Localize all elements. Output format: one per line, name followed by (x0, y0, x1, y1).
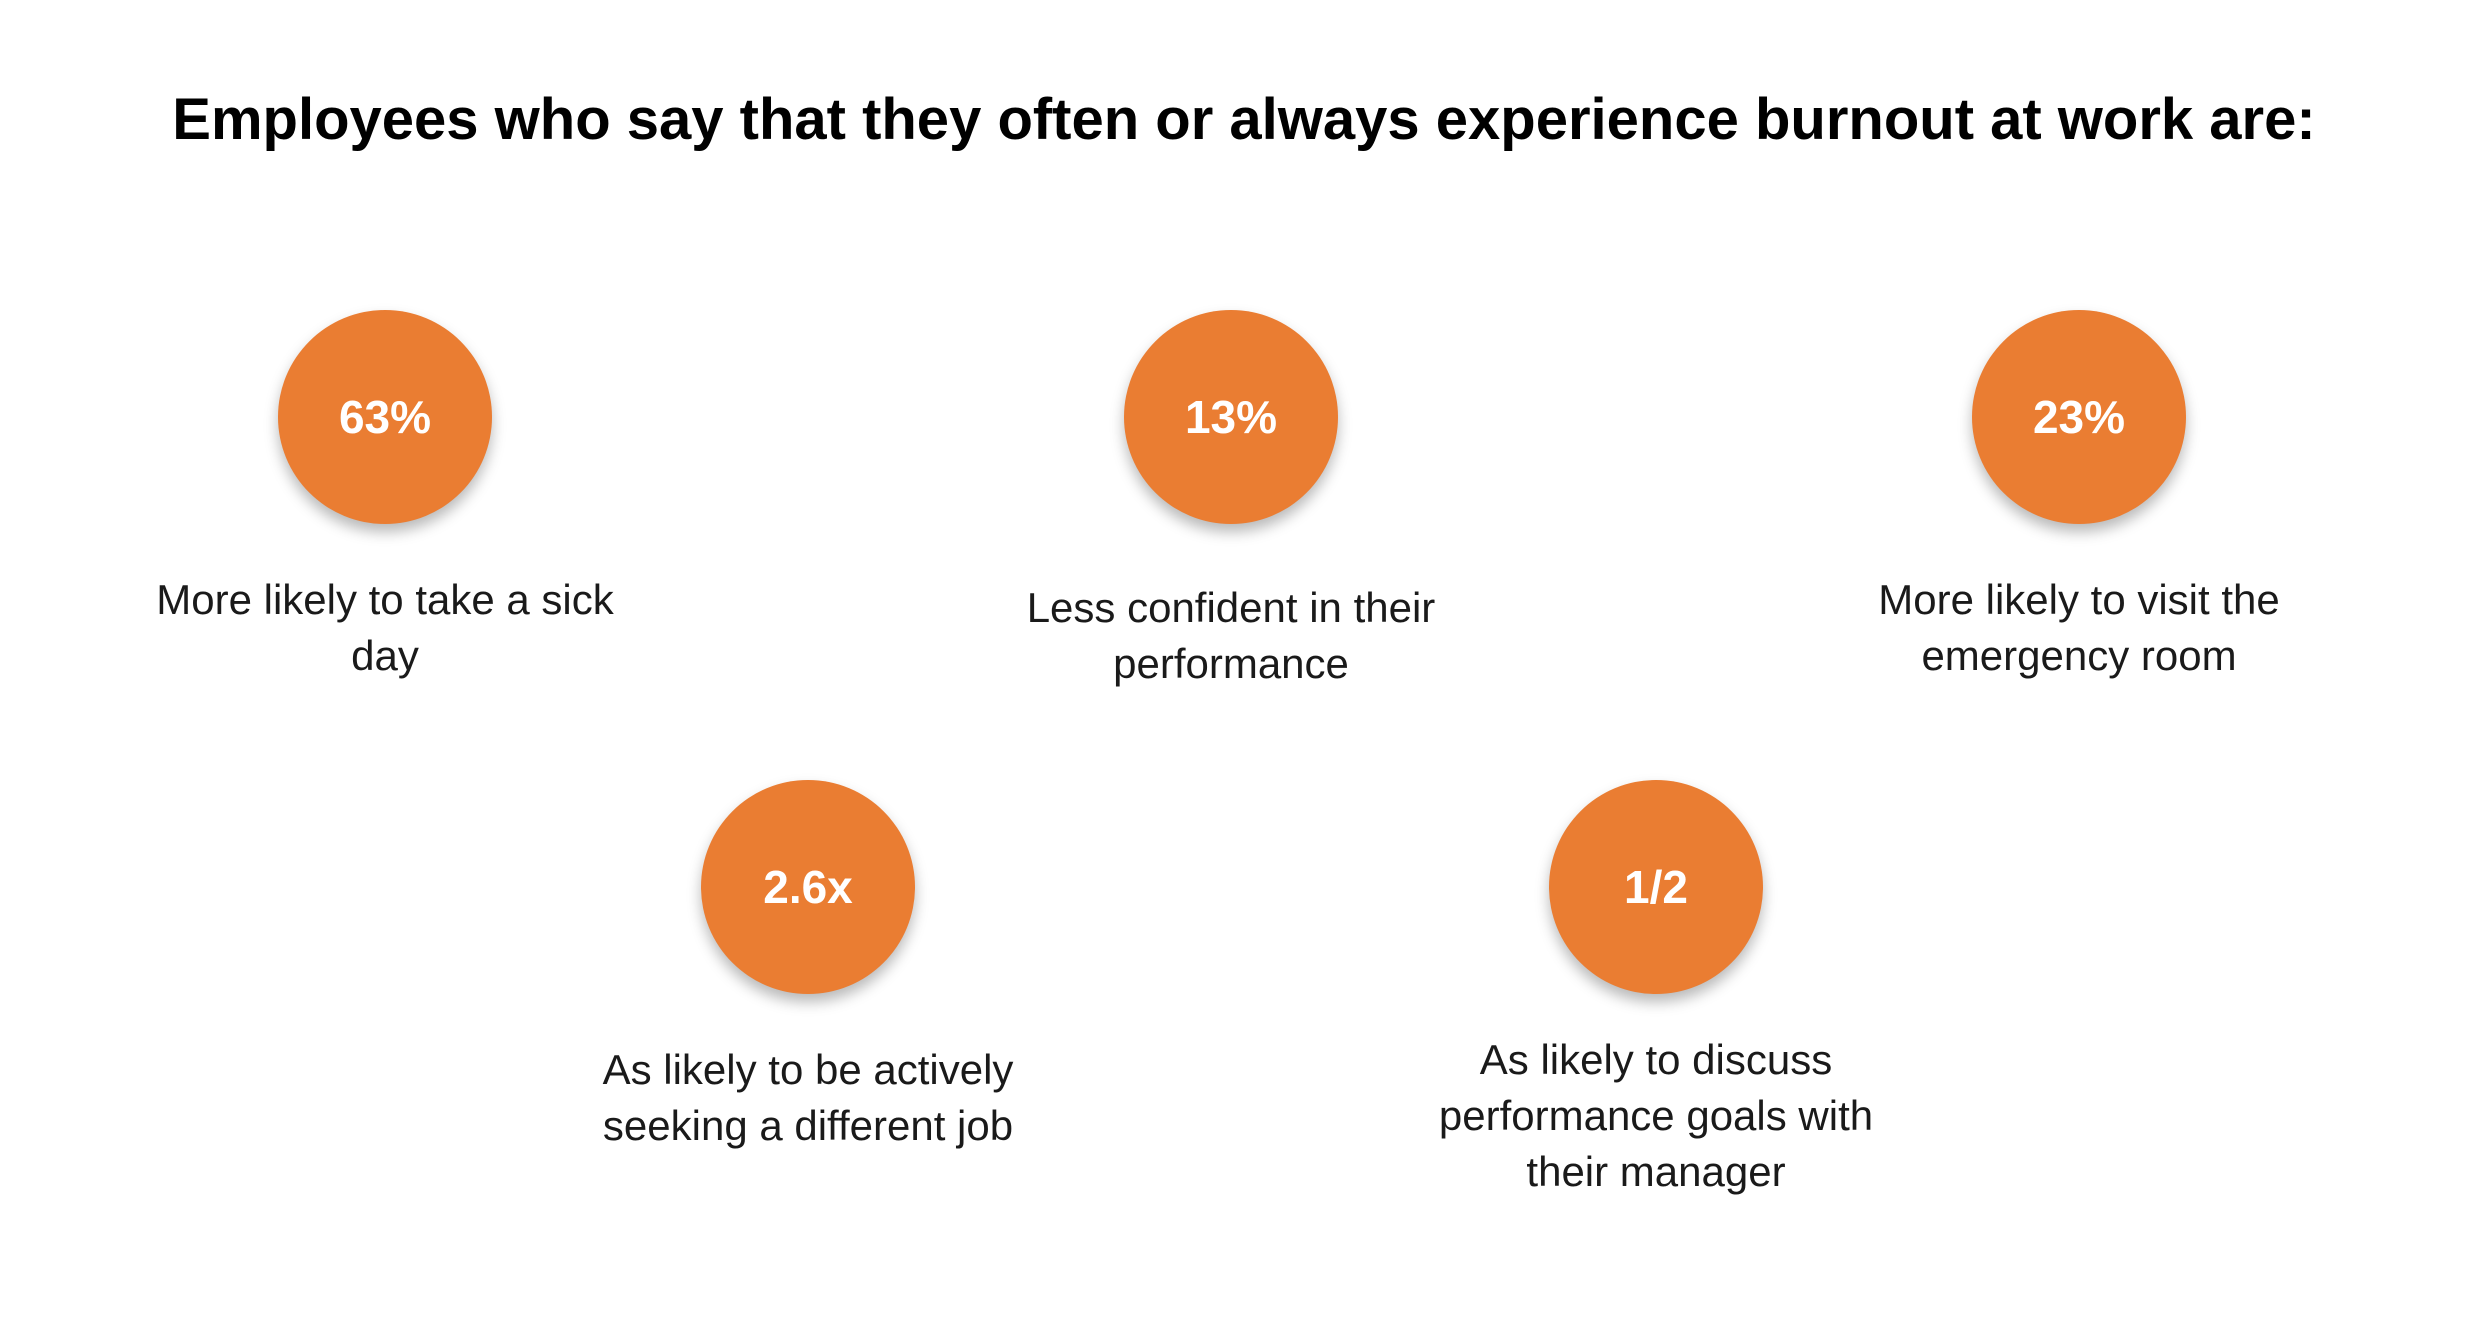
stat-value: 13% (1184, 391, 1278, 443)
stat-label: As likely to discuss performance goals w… (1438, 1036, 1874, 1195)
stat-item-confidence: 13% Less confident in their performance (971, 310, 1491, 692)
stat-label: Less confident in their performance (1026, 584, 1436, 687)
stat-item-job-seeking: 2.6x As likely to be actively seeking a … (548, 780, 1068, 1154)
stat-circle: 1/2 (1549, 780, 1763, 994)
stat-label: More likely to take a sick day (156, 576, 614, 679)
stat-value: 1/2 (1624, 861, 1688, 913)
stat-value: 23% (2032, 391, 2126, 443)
stat-circle: 23% (1972, 310, 2186, 524)
stat-label: As likely to be actively seeking a diffe… (602, 1046, 1014, 1149)
stat-circle: 2.6x (701, 780, 915, 994)
stat-value: 63% (338, 391, 432, 443)
stat-circle: 13% (1124, 310, 1338, 524)
stat-item-emergency-room: 23% More likely to visit the emergency r… (1819, 310, 2339, 684)
stat-item-performance-goals: 1/2 As likely to discuss performance goa… (1396, 780, 1916, 1200)
stat-circle: 63% (278, 310, 492, 524)
infographic-title: Employees who say that they often or alw… (172, 87, 2316, 152)
stat-item-sick-day: 63% More likely to take a sick day (125, 310, 645, 684)
stat-value: 2.6x (763, 861, 853, 913)
stat-label: More likely to visit the emergency room (1878, 576, 2280, 679)
